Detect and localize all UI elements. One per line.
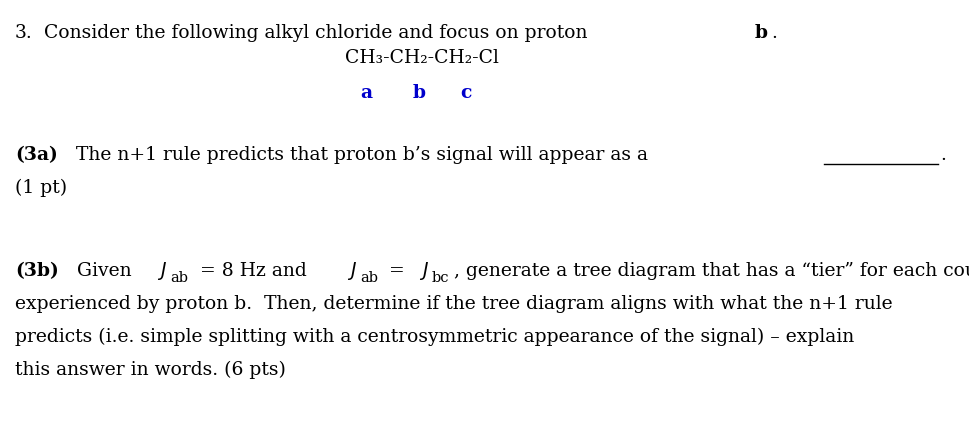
Text: 3.: 3. (15, 24, 33, 42)
Text: $\mathit{J}$: $\mathit{J}$ (157, 260, 168, 282)
Text: =: = (383, 262, 411, 280)
Text: (3a): (3a) (15, 146, 58, 164)
Text: a: a (360, 84, 372, 102)
Text: b: b (754, 24, 766, 42)
Text: (3b): (3b) (15, 262, 59, 280)
Text: this answer in words. (6 pts): this answer in words. (6 pts) (15, 361, 286, 379)
Text: ab: ab (171, 271, 188, 285)
Text: b: b (412, 84, 425, 102)
Text: = 8 Hz and: = 8 Hz and (194, 262, 312, 280)
Text: predicts (i.e. simple splitting with a centrosymmetric appearance of the signal): predicts (i.e. simple splitting with a c… (15, 328, 854, 346)
Text: .: . (939, 146, 945, 164)
Text: c: c (459, 84, 471, 102)
Text: ab: ab (359, 271, 378, 285)
Text: Consider the following alkyl chloride and focus on proton: Consider the following alkyl chloride an… (38, 24, 593, 42)
Text: .: . (770, 24, 776, 42)
Text: bc: bc (431, 271, 449, 285)
Text: CH₃-CH₂-CH₂-Cl: CH₃-CH₂-CH₂-Cl (345, 49, 498, 67)
Text: experienced by proton b.  Then, determine if the tree diagram aligns with what t: experienced by proton b. Then, determine… (15, 295, 891, 313)
Text: The n+1 rule predicts that proton b’s signal will appear as a: The n+1 rule predicts that proton b’s si… (70, 146, 653, 164)
Text: $\mathit{J}$: $\mathit{J}$ (347, 260, 357, 282)
Text: (1 pt): (1 pt) (15, 179, 67, 197)
Text: , generate a tree diagram that has a “tier” for each coupling: , generate a tree diagram that has a “ti… (453, 262, 969, 280)
Text: $\mathit{J}$: $\mathit{J}$ (419, 260, 428, 282)
Text: Given: Given (72, 262, 138, 280)
